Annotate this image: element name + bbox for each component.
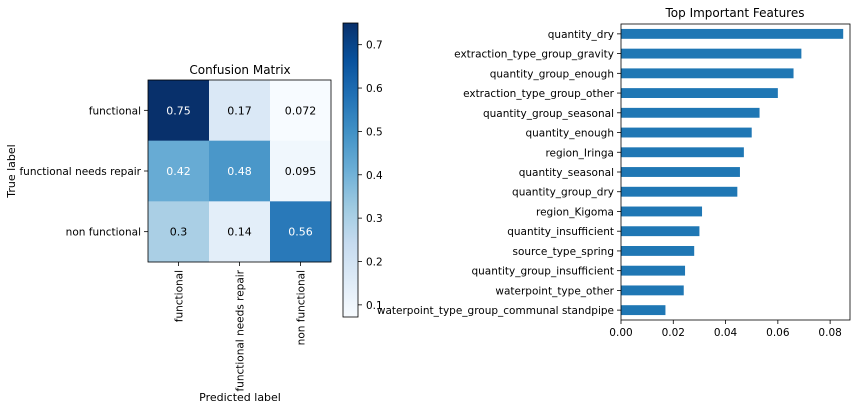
fi-y-ticks: quantity_dry extraction_type_group_gravit… <box>377 29 621 317</box>
cm-cell <box>270 80 332 141</box>
fi-bar <box>621 246 695 256</box>
cm-cell-label: 0.3 <box>170 226 188 239</box>
cm-x-tick-label: non functional <box>296 270 308 345</box>
fi-x-tick-label: 0.02 <box>662 327 685 339</box>
colorbar-tick-label: 0.5 <box>366 126 383 138</box>
cm-cell-label: 0.48 <box>227 165 252 178</box>
cm-title: Confusion Matrix <box>189 63 290 77</box>
colorbar-tick-label: 0.6 <box>366 83 383 95</box>
fi-x-ticks: 0.00 0.02 0.04 0.06 0.08 <box>609 320 842 339</box>
cm-y-tick-label: functional needs repair <box>19 166 141 178</box>
fi-y-tick-label: extraction_type_group_gravity <box>454 49 614 61</box>
colorbar-tick-label: 0.2 <box>366 256 383 268</box>
fi-bar <box>621 28 844 39</box>
cm-cell-label: 0.095 <box>285 165 317 178</box>
fi-bar <box>621 186 738 197</box>
cm-cell-label: 0.75 <box>166 104 191 117</box>
fi-x-tick-label: 0.08 <box>818 327 841 339</box>
fi-bar <box>621 167 740 177</box>
fi-bar <box>621 305 666 316</box>
colorbar-tick-label: 0.1 <box>366 300 383 312</box>
cm-cell <box>270 140 332 202</box>
fi-x-tick-label: 0.04 <box>714 327 738 339</box>
fi-y-tick-label: quantity_group_seasonal <box>483 108 614 120</box>
colorbar-tick-label: 0.4 <box>366 170 383 182</box>
cm-x-ticks: functional functional needs repair non fun… <box>174 262 308 392</box>
fi-bars <box>621 28 844 316</box>
fi-y-tick-label: quantity_group_enough <box>490 68 614 80</box>
fi-x-tick-label: 0.00 <box>609 327 632 339</box>
fi-bar <box>621 226 700 237</box>
fi-y-tick-label: quantity_group_insufficient <box>471 266 614 278</box>
fi-title: Top Important Features <box>665 6 805 20</box>
cm-cell-label: 0.14 <box>227 226 252 239</box>
fi-bar <box>621 147 744 158</box>
colorbar-ticks: 0.1 0.2 0.3 0.4 0.5 0.6 0.7 <box>358 40 383 312</box>
colorbar: 0.1 0.2 0.3 0.4 0.5 0.6 0.7 <box>342 22 383 318</box>
cm-y-tick-label: functional <box>89 105 141 117</box>
fi-y-tick-label: waterpoint_type_other <box>495 285 614 297</box>
cm-y-ticks: functional functional needs repair non fun… <box>19 105 148 239</box>
cm-x-tick-label: functional needs repair <box>235 269 247 391</box>
cm-cell <box>148 201 210 263</box>
cm-cell <box>209 201 271 263</box>
fi-y-tick-label: waterpoint_type_group_communal standpipe <box>377 305 614 317</box>
cm-cells: 0.75 0.17 0.072 0.42 0.48 0.095 0.3 0.14 0.56 <box>148 80 332 263</box>
cm-x-tick-label: functional <box>174 270 186 322</box>
fi-y-tick-label: extraction_type_group_other <box>463 88 615 100</box>
fi-y-tick-label: region_Kigoma <box>536 206 614 218</box>
fi-bar <box>621 265 686 276</box>
fi-y-tick-label: quantity_group_dry <box>512 187 614 199</box>
cm-cell-label: 0.072 <box>285 104 317 117</box>
feature-importance-chart: Top Important Features quantity_dryextra… <box>377 6 851 339</box>
fi-y-tick-label: quantity_seasonal <box>519 167 614 179</box>
fi-y-tick-label: source_type_spring <box>512 246 614 258</box>
cm-cell-label: 0.42 <box>166 165 191 178</box>
cm-cell <box>270 201 332 263</box>
cm-cell <box>148 80 210 141</box>
fi-x-tick-label: 0.06 <box>766 327 790 339</box>
fi-bar <box>621 285 684 296</box>
fi-bar <box>621 127 752 138</box>
fi-y-tick-label: quantity_enough <box>525 128 614 140</box>
fi-bar <box>621 206 703 217</box>
cm-cell <box>209 80 271 141</box>
cm-cell <box>148 140 210 202</box>
fi-y-tick-label: quantity_dry <box>548 29 614 41</box>
fi-y-tick-label: quantity_insufficient <box>507 226 614 238</box>
colorbar-gradient <box>342 22 359 318</box>
cm-y-tick-label: non functional <box>66 227 141 239</box>
colorbar-tick-label: 0.7 <box>366 40 383 52</box>
fi-bar <box>621 68 794 79</box>
cm-cell-label: 0.56 <box>288 226 313 239</box>
cm-xlabel: Predicted label <box>199 391 281 404</box>
fi-bar <box>621 107 760 118</box>
cm-cell-label: 0.17 <box>227 104 252 117</box>
cm-ylabel: True label <box>5 144 18 198</box>
fi-y-tick-label: region_Iringa <box>545 147 614 159</box>
fi-bar <box>621 48 802 59</box>
cm-cell <box>209 140 271 202</box>
colorbar-tick-label: 0.3 <box>366 213 383 225</box>
fi-bar <box>621 88 778 98</box>
